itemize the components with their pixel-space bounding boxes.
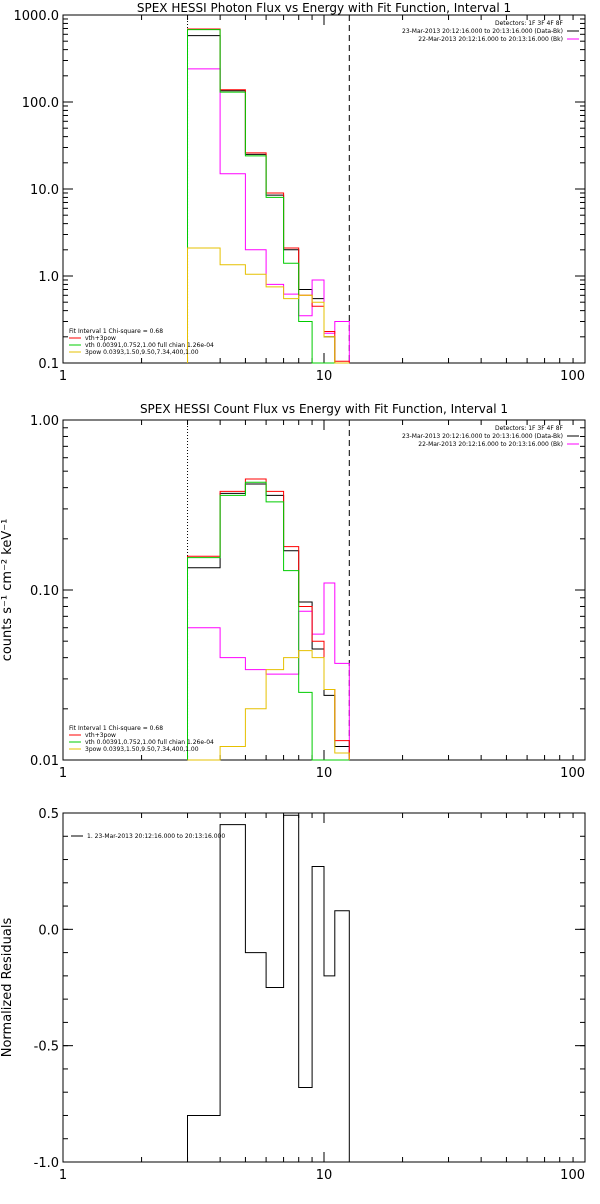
legend-tr-text: 23-Mar-2013 20:12:16.000 to 20:13:16.000…	[402, 433, 563, 440]
y-axis-label: Normalized Residuals	[0, 918, 15, 1058]
legend-bl-text: vth 0.00391,0.752,1.00 full chian 1.26e-…	[85, 342, 214, 349]
x-tick-label: 10	[316, 369, 333, 384]
series-line-data-bk	[187, 483, 350, 760]
x-tick-label: 1	[59, 1168, 67, 1183]
x-tick-label: 100	[560, 1168, 585, 1183]
y-tick-label: 0.10	[30, 584, 59, 599]
y-tick-label: 100.0	[22, 96, 59, 111]
x-tick-label: 10	[316, 1168, 333, 1183]
series-line-data-bk	[187, 35, 350, 364]
x-tick-label: 100	[560, 369, 585, 384]
chart-panel-1: 1 10 100 0.1 1.0 10.0 100.0 1000.0 SPEX HESSI Ph…	[14, 1, 586, 384]
y-tick-label: 1000.0	[14, 9, 60, 24]
y-tick-label: -0.5	[34, 1040, 59, 1055]
legend-bl-text: Fit Interval 1 Chi-square = 0.68	[69, 725, 163, 732]
legend-bl-text: vth+3pow	[85, 335, 116, 342]
series-line-vth	[187, 29, 350, 364]
legend-tr-text: Detectors: 1F 3F 4F 8F	[495, 425, 564, 432]
y-tick-label: 0.1	[38, 357, 59, 372]
y-tick-label: 0.01	[30, 754, 59, 769]
y-tick-label: 0.0	[38, 923, 59, 938]
chart-title: SPEX HESSI Count Flux vs Energy with Fit…	[140, 402, 508, 416]
series-line-vth	[187, 481, 350, 761]
y-tick-label: 1.00	[30, 414, 59, 429]
legend-tr-text: Detectors: 1F 3F 4F 8F	[495, 20, 564, 27]
series-line-bk	[187, 582, 350, 760]
legend-bl-text: 3pow 0.0393,1.50,9.50,7.34,400,1.00	[85, 349, 199, 356]
y-tick-label: -1.0	[34, 1156, 59, 1171]
y-tick-label: 10.0	[30, 183, 59, 198]
y-axis-label: counts s⁻¹ cm⁻² keV⁻¹	[0, 519, 15, 662]
series-line-3pow	[187, 650, 350, 761]
series-line-vth-3pow	[187, 478, 350, 760]
legend-tl-text: 1. 23-Mar-2013 20:12:16.000 to 20:13:16.…	[87, 833, 225, 840]
series-line-vth-3pow	[187, 28, 350, 363]
chart-panel-3: 1 10 100 -1.0 -0.5 0.0 0.5 Normalized Residuals…	[0, 807, 586, 1183]
legend-bl-text: Fit Interval 1 Chi-square = 0.68	[69, 328, 163, 335]
legend-bl-text: vth+3pow	[85, 732, 116, 739]
x-tick-label: 1	[59, 766, 67, 781]
chart-panel-2: 1 10 100 0.01 0.10 1.00 SPEX HESSI Count Flux …	[0, 402, 586, 781]
series-line-bk	[187, 68, 350, 363]
x-tick-label: 100	[560, 766, 585, 781]
legend-bl-text: 3pow 0.0393,1.50,9.50,7.34,400,1.00	[85, 746, 199, 753]
x-tick-label: 10	[316, 766, 333, 781]
legend-bl-text: vth 0.00391,0.752,1.00 full chian 1.26e-…	[85, 739, 214, 746]
x-tick-label: 1	[59, 369, 67, 384]
legend-tr-text: 22-Mar-2013 20:12:16.000 to 20:13:16.000…	[418, 441, 563, 448]
y-tick-label: 0.5	[38, 807, 59, 822]
series-line-3pow	[187, 247, 350, 364]
y-tick-label: 1.0	[38, 270, 59, 285]
series-line-1-23-mar-2013-20-12-16-000-to-20-13-16-000	[187, 814, 350, 1162]
axes-frame	[62, 812, 586, 1163]
legend-tr-text: 23-Mar-2013 20:12:16.000 to 20:13:16.000…	[402, 28, 563, 35]
legend-tr-text: 22-Mar-2013 20:12:16.000 to 20:13:16.000…	[418, 36, 563, 43]
chart-title: SPEX HESSI Photon Flux vs Energy with Fi…	[137, 1, 511, 15]
